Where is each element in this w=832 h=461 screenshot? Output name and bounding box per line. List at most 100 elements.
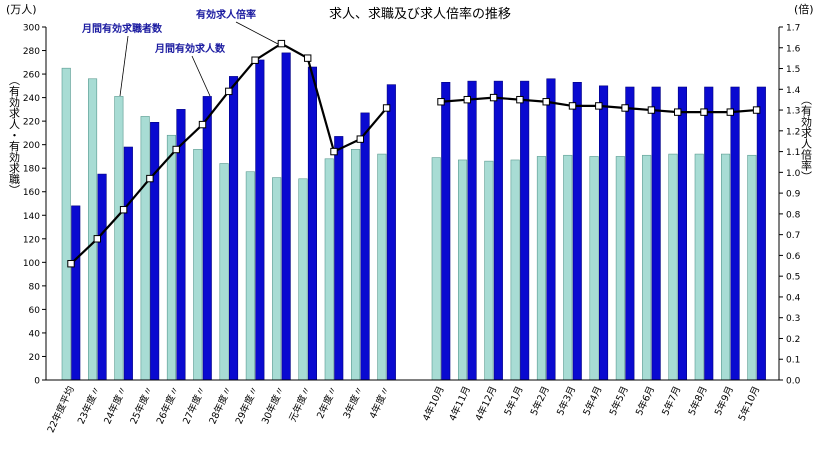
x-tick-label: 3年度〃 xyxy=(341,384,366,420)
legend-label-openings: 月間有効求人数 xyxy=(154,42,226,55)
chart-title: 求人、求職及び求人倍率の推移 xyxy=(329,6,511,22)
ratio-point xyxy=(356,135,365,143)
bar-openings xyxy=(255,59,265,381)
bar-openings xyxy=(677,86,688,381)
bar-openings xyxy=(202,96,212,381)
ratio-point xyxy=(752,106,761,114)
ratio-point xyxy=(277,39,286,48)
bar-seekers xyxy=(457,159,468,381)
bar-openings xyxy=(97,173,107,381)
bar-openings xyxy=(651,86,661,381)
ratio-point xyxy=(516,95,524,104)
ratio-point xyxy=(621,104,629,112)
ratio-point xyxy=(726,108,734,116)
ratio-point xyxy=(251,56,259,64)
y-axis-left-label: （有効求人・有効求職） xyxy=(8,75,21,196)
bar-openings xyxy=(441,82,451,381)
right-tick-label: 0.6 xyxy=(786,252,801,262)
left-tick-label: 0 xyxy=(34,377,40,387)
x-tick-label: 4年度〃 xyxy=(367,384,392,420)
ratio-point xyxy=(330,147,338,156)
ratio-point xyxy=(67,260,75,268)
x-tick-label: 5年10月 xyxy=(736,384,763,423)
right-tick-label: 0.9 xyxy=(786,190,801,200)
ratio-point xyxy=(437,98,445,106)
bar-seekers xyxy=(298,178,308,381)
bar-seekers xyxy=(350,149,361,381)
bar-seekers xyxy=(589,156,599,381)
bar-seekers xyxy=(536,156,547,381)
bar-seekers xyxy=(61,67,71,381)
right-tick-label: 0.4 xyxy=(786,293,801,303)
x-tick-label: 26年度〃 xyxy=(154,384,182,426)
left-tick-label: 140 xyxy=(23,212,40,222)
left-tick-label: 80 xyxy=(29,282,41,292)
legend-pointer-ratio xyxy=(235,21,279,45)
right-tick-label: 0.8 xyxy=(786,210,801,220)
tick-labels: 0 20 40 60 80 100 120 140 160 180 200 220 240 260 280 3… xyxy=(23,24,801,387)
bar-seekers xyxy=(720,153,731,381)
x-tick-label: 29年度〃 xyxy=(233,384,261,426)
right-tick-label: 0.5 xyxy=(786,273,800,283)
bar-openings xyxy=(625,86,635,381)
legend-label-ratio: 有効求人倍率 xyxy=(196,8,256,21)
left-tick-label: 60 xyxy=(29,306,41,316)
bar-seekers xyxy=(747,154,757,381)
right-tick-label: 0.3 xyxy=(786,314,800,324)
ratio-point xyxy=(595,102,603,110)
bar-openings xyxy=(334,136,344,381)
x-tick-label: 25年度〃 xyxy=(128,384,156,426)
x-tick-label: 5年5月 xyxy=(607,384,631,417)
x-tick-label: 元年度〃 xyxy=(286,384,313,424)
bar-seekers xyxy=(377,153,387,381)
bar-seekers xyxy=(114,96,124,381)
bar-openings xyxy=(150,122,160,381)
bar-openings xyxy=(281,52,291,381)
ratio-point xyxy=(700,108,708,116)
x-tick-labels: 22年度平均 23年度〃 24年度〃 25年度〃 26年度〃 27年度〃 28年度〃 29年度… xyxy=(45,384,763,434)
left-tick-label: 300 xyxy=(23,24,40,34)
left-tick-label: 280 xyxy=(23,47,40,57)
bar-openings xyxy=(229,76,239,381)
x-tick-label: 4年12月 xyxy=(473,384,500,423)
legend-pointer-openings xyxy=(191,55,211,97)
ratio-point xyxy=(93,235,101,243)
bar-openings xyxy=(756,86,766,381)
x-tick-label: 27年度〃 xyxy=(180,384,208,426)
ratio-line xyxy=(67,39,761,268)
left-tick-label: 160 xyxy=(23,188,40,198)
ratio-point xyxy=(489,93,498,102)
bar-seekers xyxy=(510,159,520,381)
x-tick-label: 5年2月 xyxy=(528,384,552,417)
x-tick-label: 5年4月 xyxy=(581,384,605,417)
left-unit-label: (万人) xyxy=(6,3,37,16)
x-tick-label: 5年6月 xyxy=(633,384,657,417)
right-tick-label: 0.1 xyxy=(786,356,800,366)
left-tick-label: 240 xyxy=(23,94,40,104)
bar-openings xyxy=(467,80,477,381)
x-tick-label: 5年7月 xyxy=(659,384,683,417)
bar-openings xyxy=(386,84,396,381)
ratio-point xyxy=(119,206,128,214)
right-tick-label: 1.7 xyxy=(786,24,800,34)
x-tick-label: 28年度〃 xyxy=(206,384,234,426)
legend-label-seekers: 月間有効求職者数 xyxy=(81,22,163,35)
left-tick-label: 220 xyxy=(23,118,40,128)
right-tick-label: 1.4 xyxy=(786,86,801,96)
right-tick-label: 0.7 xyxy=(786,231,800,241)
bar-seekers xyxy=(431,157,441,381)
x-tick-label: 30年度〃 xyxy=(259,384,287,426)
bar-seekers xyxy=(219,163,229,381)
bar-seekers xyxy=(642,154,652,381)
axes xyxy=(42,26,783,381)
ratio-point xyxy=(225,87,233,96)
bar-seekers xyxy=(563,154,573,381)
legend-pointer-seekers xyxy=(119,35,129,97)
right-tick-label: 1.6 xyxy=(786,44,801,54)
bar-seekers xyxy=(484,160,494,381)
left-tick-label: 180 xyxy=(23,165,40,175)
left-tick-label: 40 xyxy=(29,329,41,339)
bar-openings xyxy=(730,86,740,381)
x-tick-label: 22年度平均 xyxy=(45,384,77,434)
bar-seekers xyxy=(193,149,203,381)
